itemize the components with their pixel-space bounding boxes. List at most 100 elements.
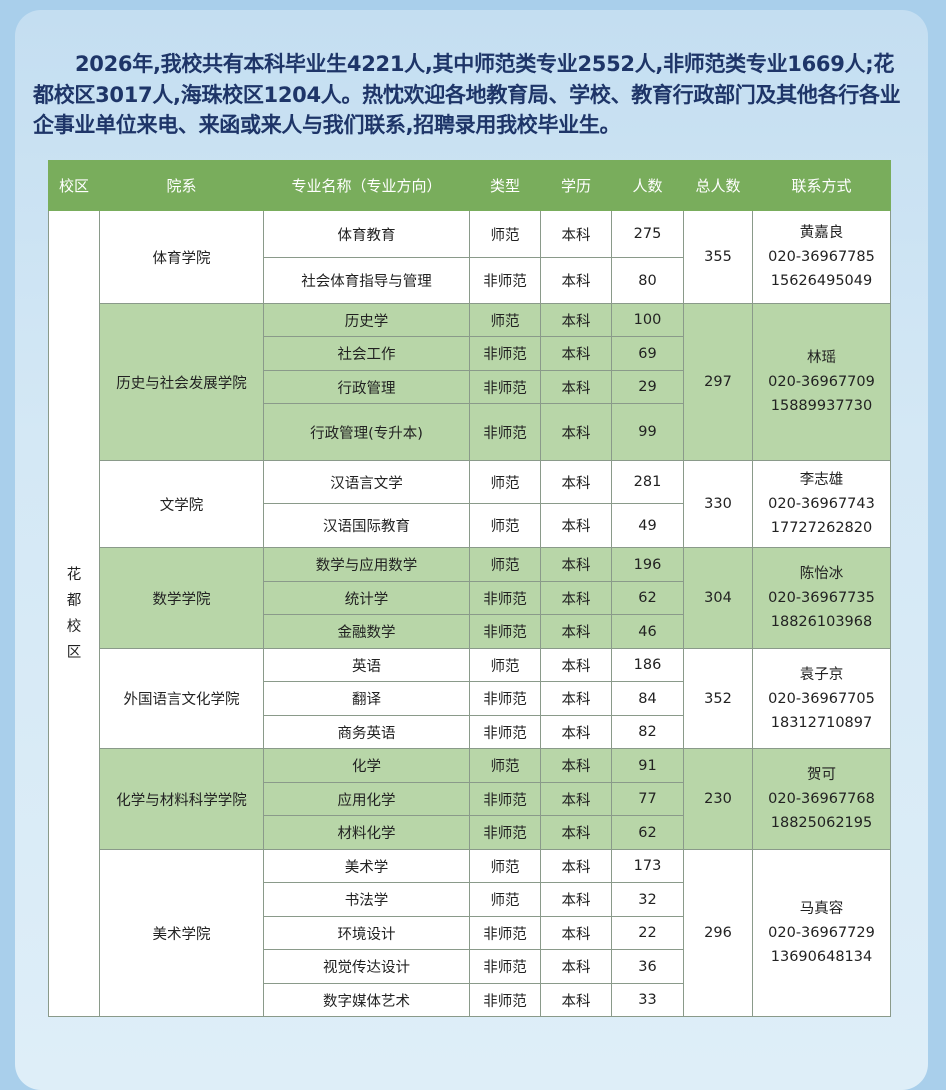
major-education: 本科 (540, 336, 612, 371)
table-row: 行政管理(专升本) 非师范 本科 99 (49, 403, 891, 461)
major-education: 本科 (540, 949, 612, 984)
table-row: 环境设计 非师范 本科 22 (49, 916, 891, 950)
major-education: 本科 (540, 614, 612, 649)
major-type: 师范 (469, 882, 541, 917)
header-department: 院系 (99, 160, 264, 211)
department-total: 304 (683, 547, 753, 649)
major-name: 金融数学 (263, 614, 470, 649)
contact-phone: 020-36967729 (768, 925, 875, 941)
table-row: 商务英语 非师范 本科 82 (49, 715, 891, 749)
department-cell: 化学与材料科学学院 (99, 748, 264, 850)
major-type: 非师范 (469, 257, 541, 304)
major-count: 69 (611, 336, 684, 371)
department-total: 355 (683, 210, 753, 304)
major-count: 29 (611, 370, 684, 404)
major-type: 非师范 (469, 782, 541, 816)
major-count: 36 (611, 949, 684, 984)
contact-mobile: 18312710897 (770, 714, 873, 731)
major-count: 186 (611, 648, 684, 682)
major-type: 师范 (469, 460, 541, 504)
major-count: 281 (611, 460, 684, 504)
contact-phone: 020-36967709 (768, 374, 875, 390)
table-row: 材料化学 非师范 本科 62 (49, 815, 891, 850)
table-row: 外国语言文化学院 英语 师范 本科 186 352 袁子京 020-36967705 18312… (49, 648, 891, 749)
major-education: 本科 (540, 257, 612, 304)
major-type: 非师范 (469, 983, 541, 1017)
major-name: 数学与应用数学 (263, 547, 470, 582)
major-name: 英语 (263, 648, 470, 682)
department-cell: 体育学院 (99, 210, 264, 304)
table-row: 历史与社会发展学院 历史学 师范 本科 100 297 林瑶 020-36967709 1588… (49, 303, 891, 461)
major-count: 82 (611, 715, 684, 749)
major-education: 本科 (540, 715, 612, 749)
major-education: 本科 (540, 403, 612, 461)
major-name: 材料化学 (263, 815, 470, 850)
department-cell: 历史与社会发展学院 (99, 303, 264, 461)
major-type: 非师范 (469, 403, 541, 461)
major-type: 非师范 (469, 916, 541, 950)
table-body: 花 都 校 区体育学院 体育教育 师范 本科 275 355 黄嘉良 020-36967785… (48, 210, 891, 1017)
major-count: 33 (611, 983, 684, 1017)
table-row: 社会体育指导与管理 非师范 本科 80 (49, 257, 891, 304)
table-row: 化学与材料科学学院 化学 师范 本科 91 230 贺可 020-36967768 188250… (49, 748, 891, 850)
major-count: 100 (611, 303, 684, 337)
major-type: 非师范 (469, 715, 541, 749)
contact-mobile: 13690648134 (770, 949, 873, 965)
major-name: 社会工作 (263, 336, 470, 371)
table-row: 翻译 非师范 本科 84 (49, 681, 891, 716)
department-cell: 文学院 (99, 460, 264, 548)
major-type: 师范 (469, 503, 541, 548)
department-cell: 美术学院 (99, 849, 264, 1017)
major-education: 本科 (540, 815, 612, 850)
major-name: 书法学 (263, 882, 470, 917)
major-name: 化学 (263, 748, 470, 783)
major-education: 本科 (540, 849, 612, 883)
major-name: 翻译 (263, 681, 470, 716)
department-total: 296 (683, 849, 753, 1017)
major-education: 本科 (540, 547, 612, 582)
contact-cell: 袁子京 020-36967705 18312710897 (752, 648, 891, 749)
major-name: 历史学 (263, 303, 470, 337)
contact-phone: 020-36967743 (768, 496, 875, 512)
major-type: 非师范 (469, 815, 541, 850)
table-row: 数字媒体艺术 非师范 本科 33 (49, 983, 891, 1017)
major-type: 非师范 (469, 681, 541, 716)
contact-name: 黄嘉良 (799, 225, 844, 241)
major-count: 173 (611, 849, 684, 883)
major-type: 师范 (469, 648, 541, 682)
major-name: 美术学 (263, 849, 470, 883)
major-education: 本科 (540, 303, 612, 337)
graduates-table: 校区 院系 专业名称（专业方向） 类型 学历 人数 总人数 联系方式 花 都 校… (48, 160, 891, 1017)
contact-name: 袁子京 (799, 666, 844, 683)
major-type: 非师范 (469, 949, 541, 984)
contact-mobile: 18825062195 (770, 815, 873, 831)
contact-name: 李志雄 (799, 472, 844, 488)
header-count: 人数 (611, 160, 684, 211)
table-header-row: 校区 院系 专业名称（专业方向） 类型 学历 人数 总人数 联系方式 (48, 160, 891, 211)
major-type: 师范 (469, 210, 541, 258)
major-type: 师范 (469, 547, 541, 582)
major-name: 商务英语 (263, 715, 470, 749)
major-education: 本科 (540, 681, 612, 716)
major-name: 体育教育 (263, 210, 470, 258)
table-row: 社会工作 非师范 本科 69 (49, 336, 891, 371)
table-row: 数学学院 数学与应用数学 师范 本科 196 304 陈怡冰 020-36967735 1882… (49, 547, 891, 649)
major-name: 汉语言文学 (263, 460, 470, 504)
major-type: 师范 (469, 748, 541, 783)
major-education: 本科 (540, 748, 612, 783)
table-row: 视觉传达设计 非师范 本科 36 (49, 949, 891, 984)
department-total: 230 (683, 748, 753, 850)
contact-phone: 020-36967785 (768, 249, 875, 265)
header-contact: 联系方式 (752, 160, 891, 211)
major-count: 62 (611, 581, 684, 615)
major-type: 师范 (469, 849, 541, 883)
contact-cell: 李志雄 020-36967743 17727262820 (752, 460, 891, 548)
major-count: 84 (611, 681, 684, 716)
contact-cell: 马真容 020-36967729 13690648134 (752, 849, 891, 1017)
major-education: 本科 (540, 210, 612, 258)
major-name: 应用化学 (263, 782, 470, 816)
major-type: 非师范 (469, 614, 541, 649)
contact-name: 马真容 (799, 901, 844, 917)
major-education: 本科 (540, 503, 612, 548)
major-type: 非师范 (469, 336, 541, 371)
